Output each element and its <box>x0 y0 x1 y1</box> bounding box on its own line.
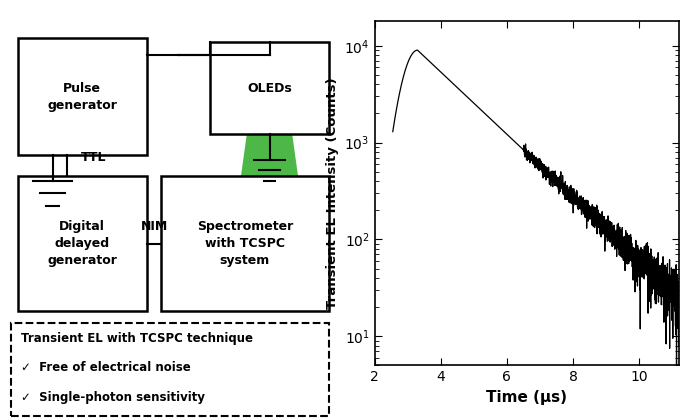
Bar <box>18 176 147 311</box>
Bar <box>161 176 329 311</box>
Bar <box>18 38 147 155</box>
Text: Pulse
generator: Pulse generator <box>48 81 117 112</box>
Text: NIM: NIM <box>141 220 167 233</box>
Text: ✓  Single-photon sensitivity: ✓ Single-photon sensitivity <box>21 391 205 404</box>
Bar <box>10 323 329 416</box>
Bar <box>210 42 329 134</box>
Y-axis label: Transient EL Intensity (Counts): Transient EL Intensity (Counts) <box>326 77 339 309</box>
Text: Transient EL with TCSPC technique: Transient EL with TCSPC technique <box>21 332 253 345</box>
Polygon shape <box>232 134 307 235</box>
Text: Digital
delayed
generator: Digital delayed generator <box>48 220 117 267</box>
Text: OLEDs: OLEDs <box>247 82 292 94</box>
X-axis label: Time (μs): Time (μs) <box>486 390 567 405</box>
Text: TTL: TTL <box>80 151 106 164</box>
Text: ✓  Free of electrical noise: ✓ Free of electrical noise <box>21 361 190 374</box>
Text: Spectrometer
with TCSPC
system: Spectrometer with TCSPC system <box>197 220 293 267</box>
